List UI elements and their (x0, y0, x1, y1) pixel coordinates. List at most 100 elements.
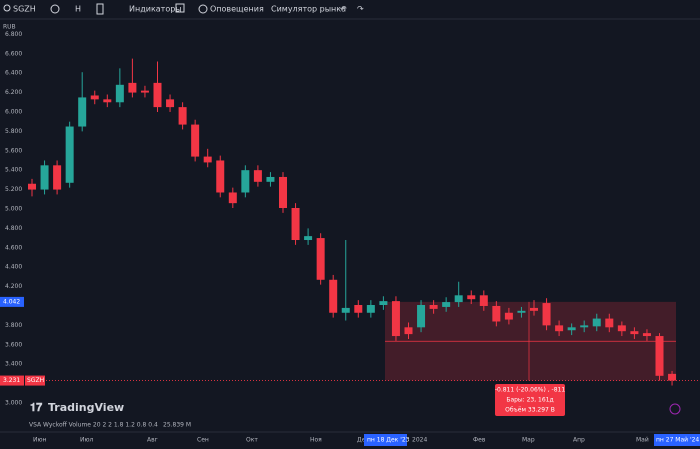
candle-body (78, 97, 87, 127)
candle-body (617, 325, 626, 332)
watermark: TradingView (48, 401, 124, 414)
candle-body (228, 192, 237, 204)
candle-body (467, 295, 476, 300)
y-tick-label: 3.000 (5, 399, 22, 406)
candle-body (580, 325, 589, 328)
candle-body (492, 305, 501, 322)
measure-line: Объём 33.297 B (505, 407, 555, 414)
candle-body (153, 82, 162, 108)
undo[interactable]: ↶ (339, 5, 347, 14)
add-symbol[interactable] (50, 4, 60, 14)
indicator-value: 25.839 M (163, 422, 191, 429)
y-tick-label: 6.600 (5, 50, 22, 57)
indicators[interactable]: Индикаторы (129, 5, 182, 14)
x-tick-label: Фев (473, 437, 486, 444)
x-tick-label: Мар (522, 437, 535, 444)
candle-body (479, 295, 488, 306)
candle-body (642, 333, 651, 337)
y-tick-label: 4.600 (5, 244, 22, 251)
currency[interactable]: RUB (3, 24, 16, 31)
candle-body (65, 126, 74, 183)
x-tick-label: Дек (357, 437, 369, 444)
layouts-icon[interactable] (175, 3, 185, 13)
y-tick-label: 5.600 (5, 147, 22, 154)
candle-body (630, 331, 639, 335)
symbol-badge (25, 375, 45, 386)
last-price: 3.231 (3, 377, 20, 384)
symbol-tag: SGZH (27, 377, 44, 384)
watermark-logo: 𝟏𝟕 (30, 401, 43, 414)
candle-body (128, 82, 137, 93)
y-tick-label: 3.800 (5, 322, 22, 329)
x-tick-label: Сен (197, 437, 209, 444)
alerts-icon[interactable] (198, 4, 208, 14)
alerts[interactable]: Оповещения (210, 5, 264, 14)
y-tick-label: 5.800 (5, 128, 22, 135)
y-tick-label: 4.800 (5, 225, 22, 232)
y-tick-label: 3.400 (5, 361, 22, 368)
redo[interactable]: ↷ (357, 5, 364, 14)
candle-body (203, 156, 212, 163)
candle-body (53, 165, 62, 190)
candle-body (266, 176, 275, 182)
candle-body (191, 124, 200, 157)
measure-line: Бары: 23, 161д (506, 397, 553, 404)
y-tick-label: 6.400 (5, 70, 22, 77)
x-tick-label: Июл (80, 437, 94, 444)
candle-body (379, 301, 388, 306)
candle-body (417, 305, 426, 328)
range-end-date: пн 27 Май '24 (656, 437, 699, 444)
range-start-date: пн 18 Дек '23 (367, 437, 410, 444)
chart-type-icon[interactable] (96, 3, 104, 15)
market-simulator[interactable]: Симулятор рынка (271, 5, 346, 14)
candle-body (253, 170, 262, 182)
candle-body (40, 165, 49, 190)
candle-body (655, 336, 664, 376)
y-tick-label: 5.200 (5, 186, 22, 193)
measure-info (495, 384, 565, 416)
candle-body (668, 373, 677, 381)
candle-body (103, 99, 112, 103)
candle-body (366, 305, 375, 313)
symbol[interactable]: SGZH (13, 5, 36, 14)
candle-body (354, 305, 363, 313)
range-start-badge (364, 434, 407, 446)
candle-body (341, 307, 350, 313)
plot: 6.800 6.600 6.400 6.200 6.000 5.800 5.600 5.400… (0, 31, 700, 446)
candle-body (166, 99, 175, 108)
measure-line: -0.811 (-20.06%) , -811 (495, 387, 565, 394)
last-price-badge (0, 375, 24, 386)
candle-body (404, 327, 413, 335)
candle-body (555, 325, 564, 332)
measure-from-badge (0, 296, 24, 307)
y-tick-label: 5.400 (5, 167, 22, 174)
candle-body (530, 307, 538, 311)
x-tick-label: Июн (33, 437, 47, 444)
indicator-legend[interactable]: VSA Wyckoff Volume 20 2 2 1.8 1.2 0.8 0.… (29, 422, 158, 429)
candle-body (517, 310, 526, 313)
candle-body (429, 305, 438, 309)
candle-body (279, 176, 287, 209)
candle-body (241, 170, 250, 193)
candle-body (216, 160, 225, 193)
search-icon[interactable] (3, 4, 11, 12)
x-tick-label: Ноя (310, 437, 322, 444)
y-tick-label: 6.800 (5, 31, 22, 38)
candle-body (304, 236, 313, 241)
y-tick-label: 4.200 (5, 283, 22, 290)
y-tick-label: 6.000 (5, 108, 22, 115)
candle-body (115, 84, 124, 103)
candle-body (178, 107, 187, 125)
candle-body (140, 90, 149, 93)
candle-body (567, 327, 576, 331)
y-tick-label: 4.400 (5, 264, 22, 271)
settings-icon[interactable] (669, 403, 681, 415)
x-tick-label: Окт (246, 437, 258, 444)
candle-body (605, 318, 614, 328)
range-end-badge (654, 434, 700, 446)
interval[interactable]: H (75, 5, 81, 14)
x-tick-label: Авг (147, 437, 158, 444)
candle-body (391, 301, 400, 337)
